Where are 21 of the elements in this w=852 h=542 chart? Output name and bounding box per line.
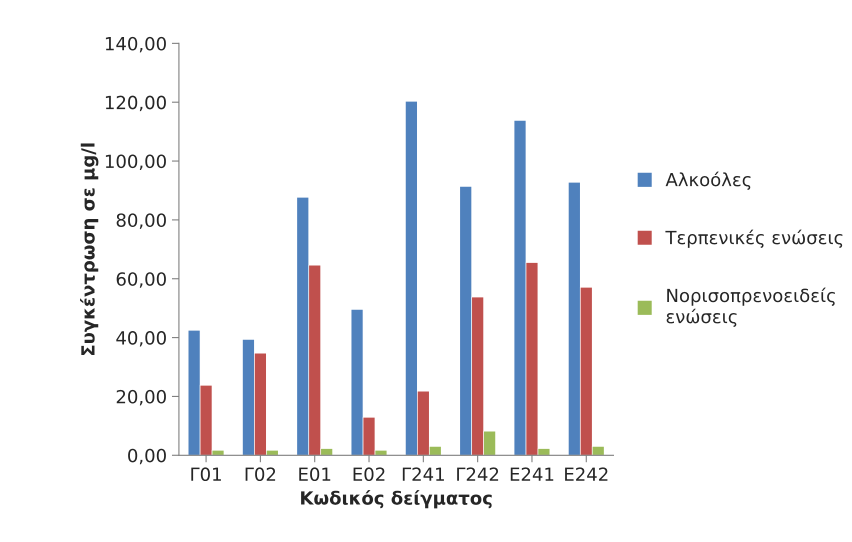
legend-label: Νορισοπρενοειδείς ενώσεις (666, 288, 835, 327)
y-tick-label: 120,00 (106, 96, 166, 112)
y-tick-label: 80,00 (116, 213, 166, 229)
x-tick-label: Γ241 (402, 467, 444, 481)
x-tick-label: Γ01 (191, 467, 221, 482)
y-tick-label: 100,00 (106, 154, 166, 170)
y-tick-label: 60,00 (116, 272, 166, 288)
y-tick-label: 140,00 (106, 36, 166, 52)
legend-label: Αλκοόλες (666, 172, 750, 190)
x-tick-label: Ε01 (299, 467, 330, 482)
x-axis-title: Κωδικός δείγματος (301, 490, 492, 508)
legend-label: Τερπενικές ενώσεις (665, 230, 842, 248)
x-tick-label: Ε02 (354, 467, 384, 482)
x-tick-label: Γ242 (457, 467, 498, 481)
y-tick-label: 0,00 (128, 448, 166, 464)
y-tick-label: 40,00 (116, 331, 166, 347)
x-tick-label: Ε241 (510, 467, 554, 481)
x-tick-label: Ε242 (565, 467, 608, 481)
y-axis-title: Συγκέντρωση σε μg/l (80, 143, 98, 356)
y-tick-label: 20,00 (116, 390, 166, 406)
x-tick-label: Γ02 (246, 467, 276, 482)
